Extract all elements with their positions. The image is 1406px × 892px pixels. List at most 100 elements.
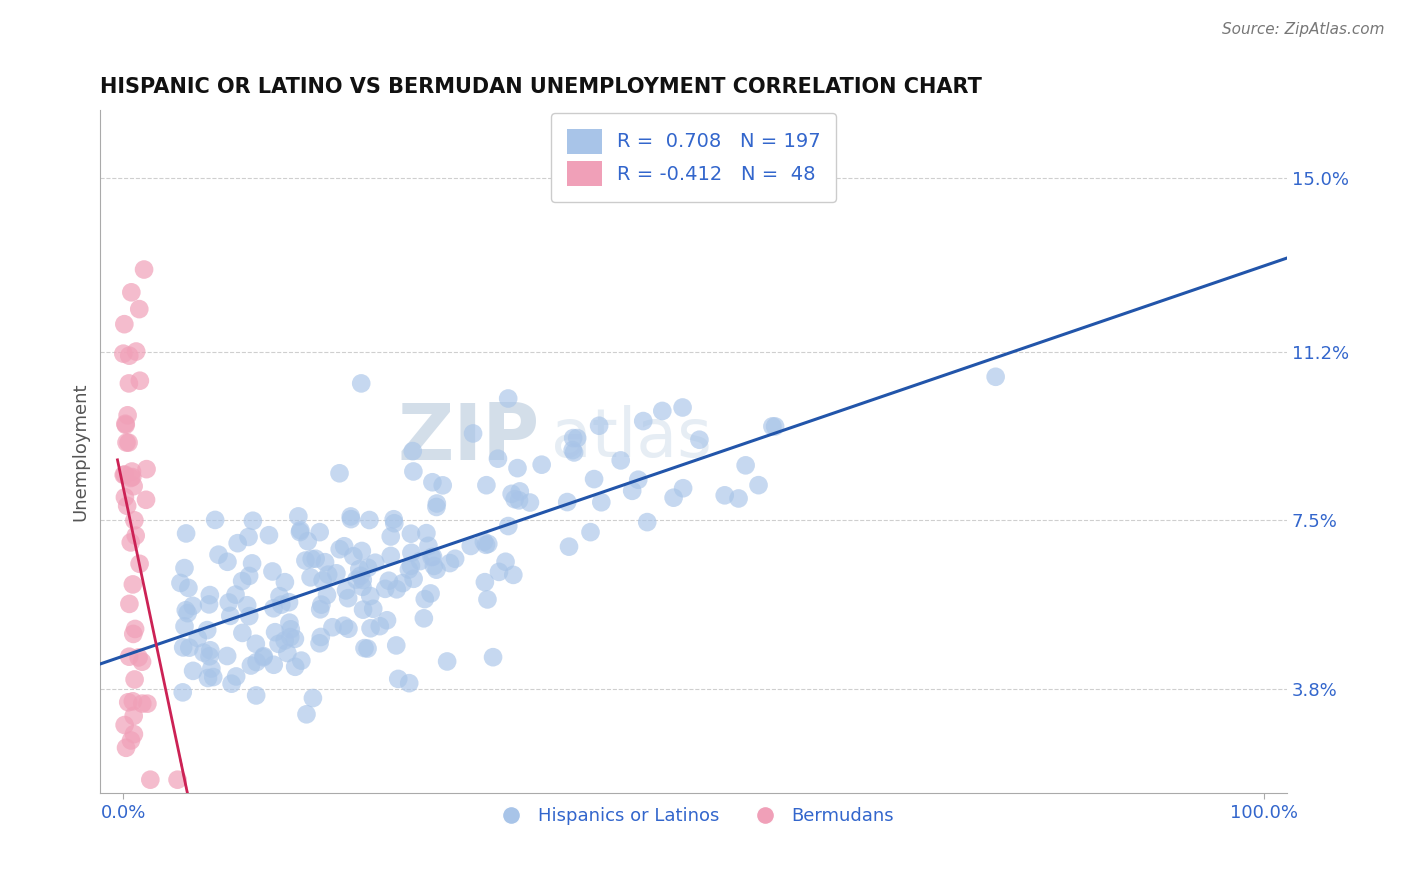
Point — [115, 499, 138, 513]
Point — [125, 344, 148, 359]
Point — [474, 575, 496, 590]
Point — [339, 509, 361, 524]
Point — [583, 472, 606, 486]
Point — [426, 496, 449, 510]
Point — [121, 577, 143, 591]
Point — [506, 461, 529, 475]
Point — [352, 602, 374, 616]
Point — [262, 565, 284, 579]
Point — [132, 262, 155, 277]
Point — [401, 546, 423, 560]
Point — [270, 598, 292, 612]
Point — [217, 555, 239, 569]
Point — [567, 431, 589, 445]
Point — [297, 534, 319, 549]
Point — [115, 740, 138, 755]
Point — [325, 566, 347, 581]
Point — [242, 514, 264, 528]
Point — [301, 552, 323, 566]
Point — [398, 563, 420, 577]
Point — [364, 556, 387, 570]
Point — [423, 558, 446, 573]
Point — [350, 376, 373, 391]
Point — [181, 599, 204, 613]
Point — [135, 492, 157, 507]
Point — [217, 648, 239, 663]
Point — [579, 525, 602, 540]
Point — [269, 589, 291, 603]
Point — [172, 685, 194, 699]
Text: ZIP: ZIP — [396, 401, 540, 476]
Point — [422, 549, 444, 564]
Point — [436, 655, 458, 669]
Point — [200, 643, 222, 657]
Point — [308, 525, 330, 540]
Point — [311, 574, 333, 588]
Point — [280, 622, 302, 636]
Point — [382, 516, 405, 531]
Point — [221, 676, 243, 690]
Point — [359, 589, 381, 603]
Point — [475, 538, 498, 552]
Point — [204, 513, 226, 527]
Point — [402, 572, 425, 586]
Point — [193, 646, 215, 660]
Point — [173, 619, 195, 633]
Point — [488, 565, 510, 579]
Point — [688, 433, 710, 447]
Point — [439, 556, 461, 570]
Point — [399, 526, 422, 541]
Point — [202, 670, 225, 684]
Point — [299, 570, 322, 584]
Point — [172, 640, 194, 655]
Point — [399, 558, 422, 573]
Point — [198, 598, 221, 612]
Point — [591, 495, 613, 509]
Point — [651, 404, 673, 418]
Point — [382, 512, 405, 526]
Point — [177, 581, 200, 595]
Point — [114, 718, 136, 732]
Point — [328, 467, 350, 481]
Point — [472, 534, 495, 549]
Point — [309, 630, 332, 644]
Point — [195, 623, 218, 637]
Point — [245, 637, 267, 651]
Point — [662, 491, 685, 505]
Point — [402, 444, 425, 458]
Point — [290, 654, 312, 668]
Point — [509, 484, 531, 499]
Point — [460, 539, 482, 553]
Point — [356, 641, 378, 656]
Point — [477, 537, 499, 551]
Point — [311, 598, 333, 612]
Point — [337, 591, 360, 606]
Point — [503, 492, 526, 507]
Point — [114, 467, 136, 482]
Point — [508, 493, 530, 508]
Point — [562, 445, 585, 459]
Point — [502, 567, 524, 582]
Point — [415, 526, 437, 541]
Point — [302, 691, 325, 706]
Point — [274, 575, 297, 590]
Point — [359, 513, 381, 527]
Point — [288, 524, 311, 539]
Point — [349, 569, 371, 583]
Point — [295, 707, 318, 722]
Point — [267, 637, 290, 651]
Point — [169, 576, 191, 591]
Point — [461, 426, 484, 441]
Point — [368, 619, 391, 633]
Point — [238, 609, 260, 624]
Point — [122, 709, 145, 723]
Point — [197, 671, 219, 685]
Point — [245, 655, 267, 669]
Point — [627, 473, 650, 487]
Point — [409, 554, 432, 568]
Point — [253, 649, 276, 664]
Point — [122, 627, 145, 641]
Point — [135, 462, 157, 476]
Point — [273, 633, 295, 648]
Point — [748, 478, 770, 492]
